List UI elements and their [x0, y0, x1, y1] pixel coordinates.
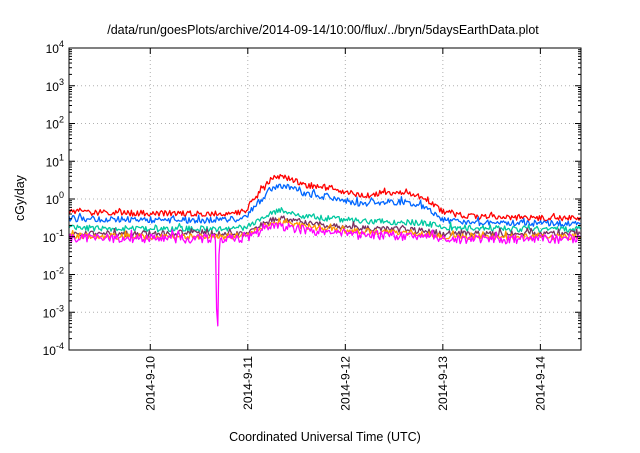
series-line-2 — [68, 183, 581, 228]
y-tick-label: 10-1 — [43, 228, 64, 245]
y-tick-label: 101 — [46, 152, 64, 169]
y-tick-label: 103 — [46, 77, 64, 94]
series-line-6 — [68, 222, 581, 327]
series-line-4 — [68, 215, 581, 238]
series-line-1 — [68, 173, 581, 222]
y-tick-label: 100 — [46, 190, 64, 207]
y-tick-label: 10-2 — [43, 266, 64, 283]
x-tick-label: 2014-9-13 — [436, 356, 450, 411]
y-tick-label: 102 — [46, 115, 64, 132]
y-tick-label: 10-4 — [43, 341, 64, 358]
y-tick-label: 104 — [46, 39, 64, 56]
chart-title: /data/run/goesPlots/archive/2014-09-14/1… — [107, 23, 539, 37]
y-axis-title: cGy/day — [13, 174, 27, 221]
x-tick-label: 2014-9-10 — [143, 356, 157, 411]
series-line-3 — [68, 207, 581, 233]
x-tick-label: 2014-9-14 — [533, 356, 547, 411]
x-tick-label: 2014-9-12 — [338, 356, 352, 411]
x-tick-label: 2014-9-11 — [241, 356, 255, 410]
x-axis-title: Coordinated Universal Time (UTC) — [229, 430, 421, 444]
y-tick-label: 10-3 — [43, 303, 64, 320]
